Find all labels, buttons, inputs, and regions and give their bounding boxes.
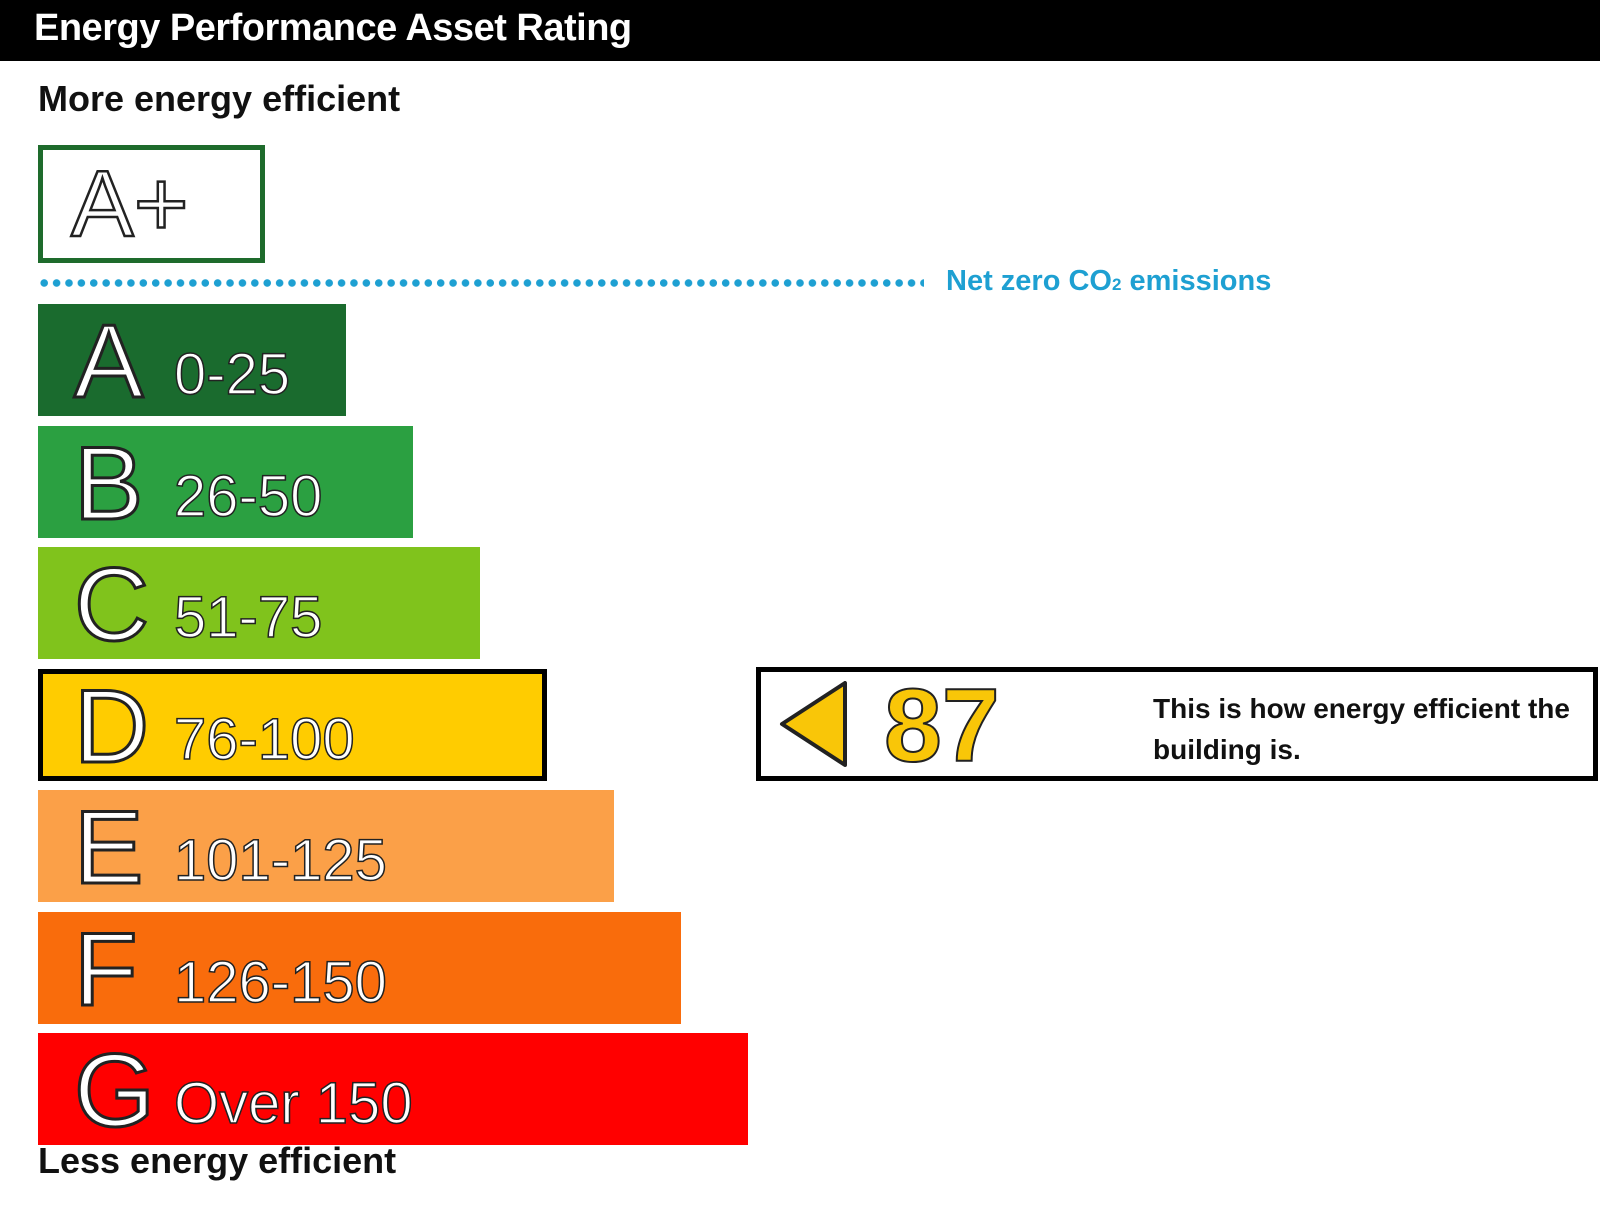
page-title: Energy Performance Asset Rating	[0, 0, 1600, 61]
band-range-b: 26-50	[173, 463, 323, 529]
band-letter-b: B	[72, 425, 144, 538]
less-efficient-label: Less energy efficient	[38, 1140, 397, 1181]
band-letter-d: D	[72, 668, 150, 781]
band-a: A 0-25	[38, 304, 346, 416]
band-e: E 101-125	[38, 790, 614, 902]
band-range-g: Over 150	[173, 1071, 413, 1136]
band-letter-a: A	[72, 304, 144, 416]
band-f: F 126-150	[38, 911, 681, 1024]
arrow-left-icon	[780, 681, 847, 767]
band-d: D 76-100	[38, 668, 547, 781]
current-rating-caption: This is how energy efficient the buildin…	[1153, 693, 1570, 765]
band-letter-e: E	[72, 790, 144, 902]
band-c: C 51-75	[38, 547, 480, 659]
aplus-band: A+	[38, 145, 265, 263]
current-rating-value: 87	[883, 668, 1001, 784]
band-g: G Over 150	[38, 1033, 748, 1145]
band-range-e: 101-125	[173, 828, 387, 893]
band-letter-c: C	[72, 547, 150, 659]
net-zero-subscript: 2	[1111, 275, 1122, 294]
band-range-a: 0-25	[173, 342, 291, 407]
aplus-letter: A+	[70, 150, 190, 258]
band-letter-g: G	[73, 1033, 157, 1145]
band-range-d: 76-100	[173, 706, 355, 772]
band-letter-f: F	[73, 911, 140, 1024]
more-efficient-label: More energy efficient	[38, 78, 401, 119]
net-zero-dotted-line	[38, 279, 924, 287]
net-zero-label: Net zero CO2 emissions	[946, 265, 1272, 297]
band-range-c: 51-75	[173, 585, 323, 650]
current-rating-indicator: 87 This is how energy efficient the buil…	[756, 667, 1598, 781]
band-range-f: 126-150	[173, 949, 387, 1015]
band-b: B 26-50	[38, 425, 413, 538]
